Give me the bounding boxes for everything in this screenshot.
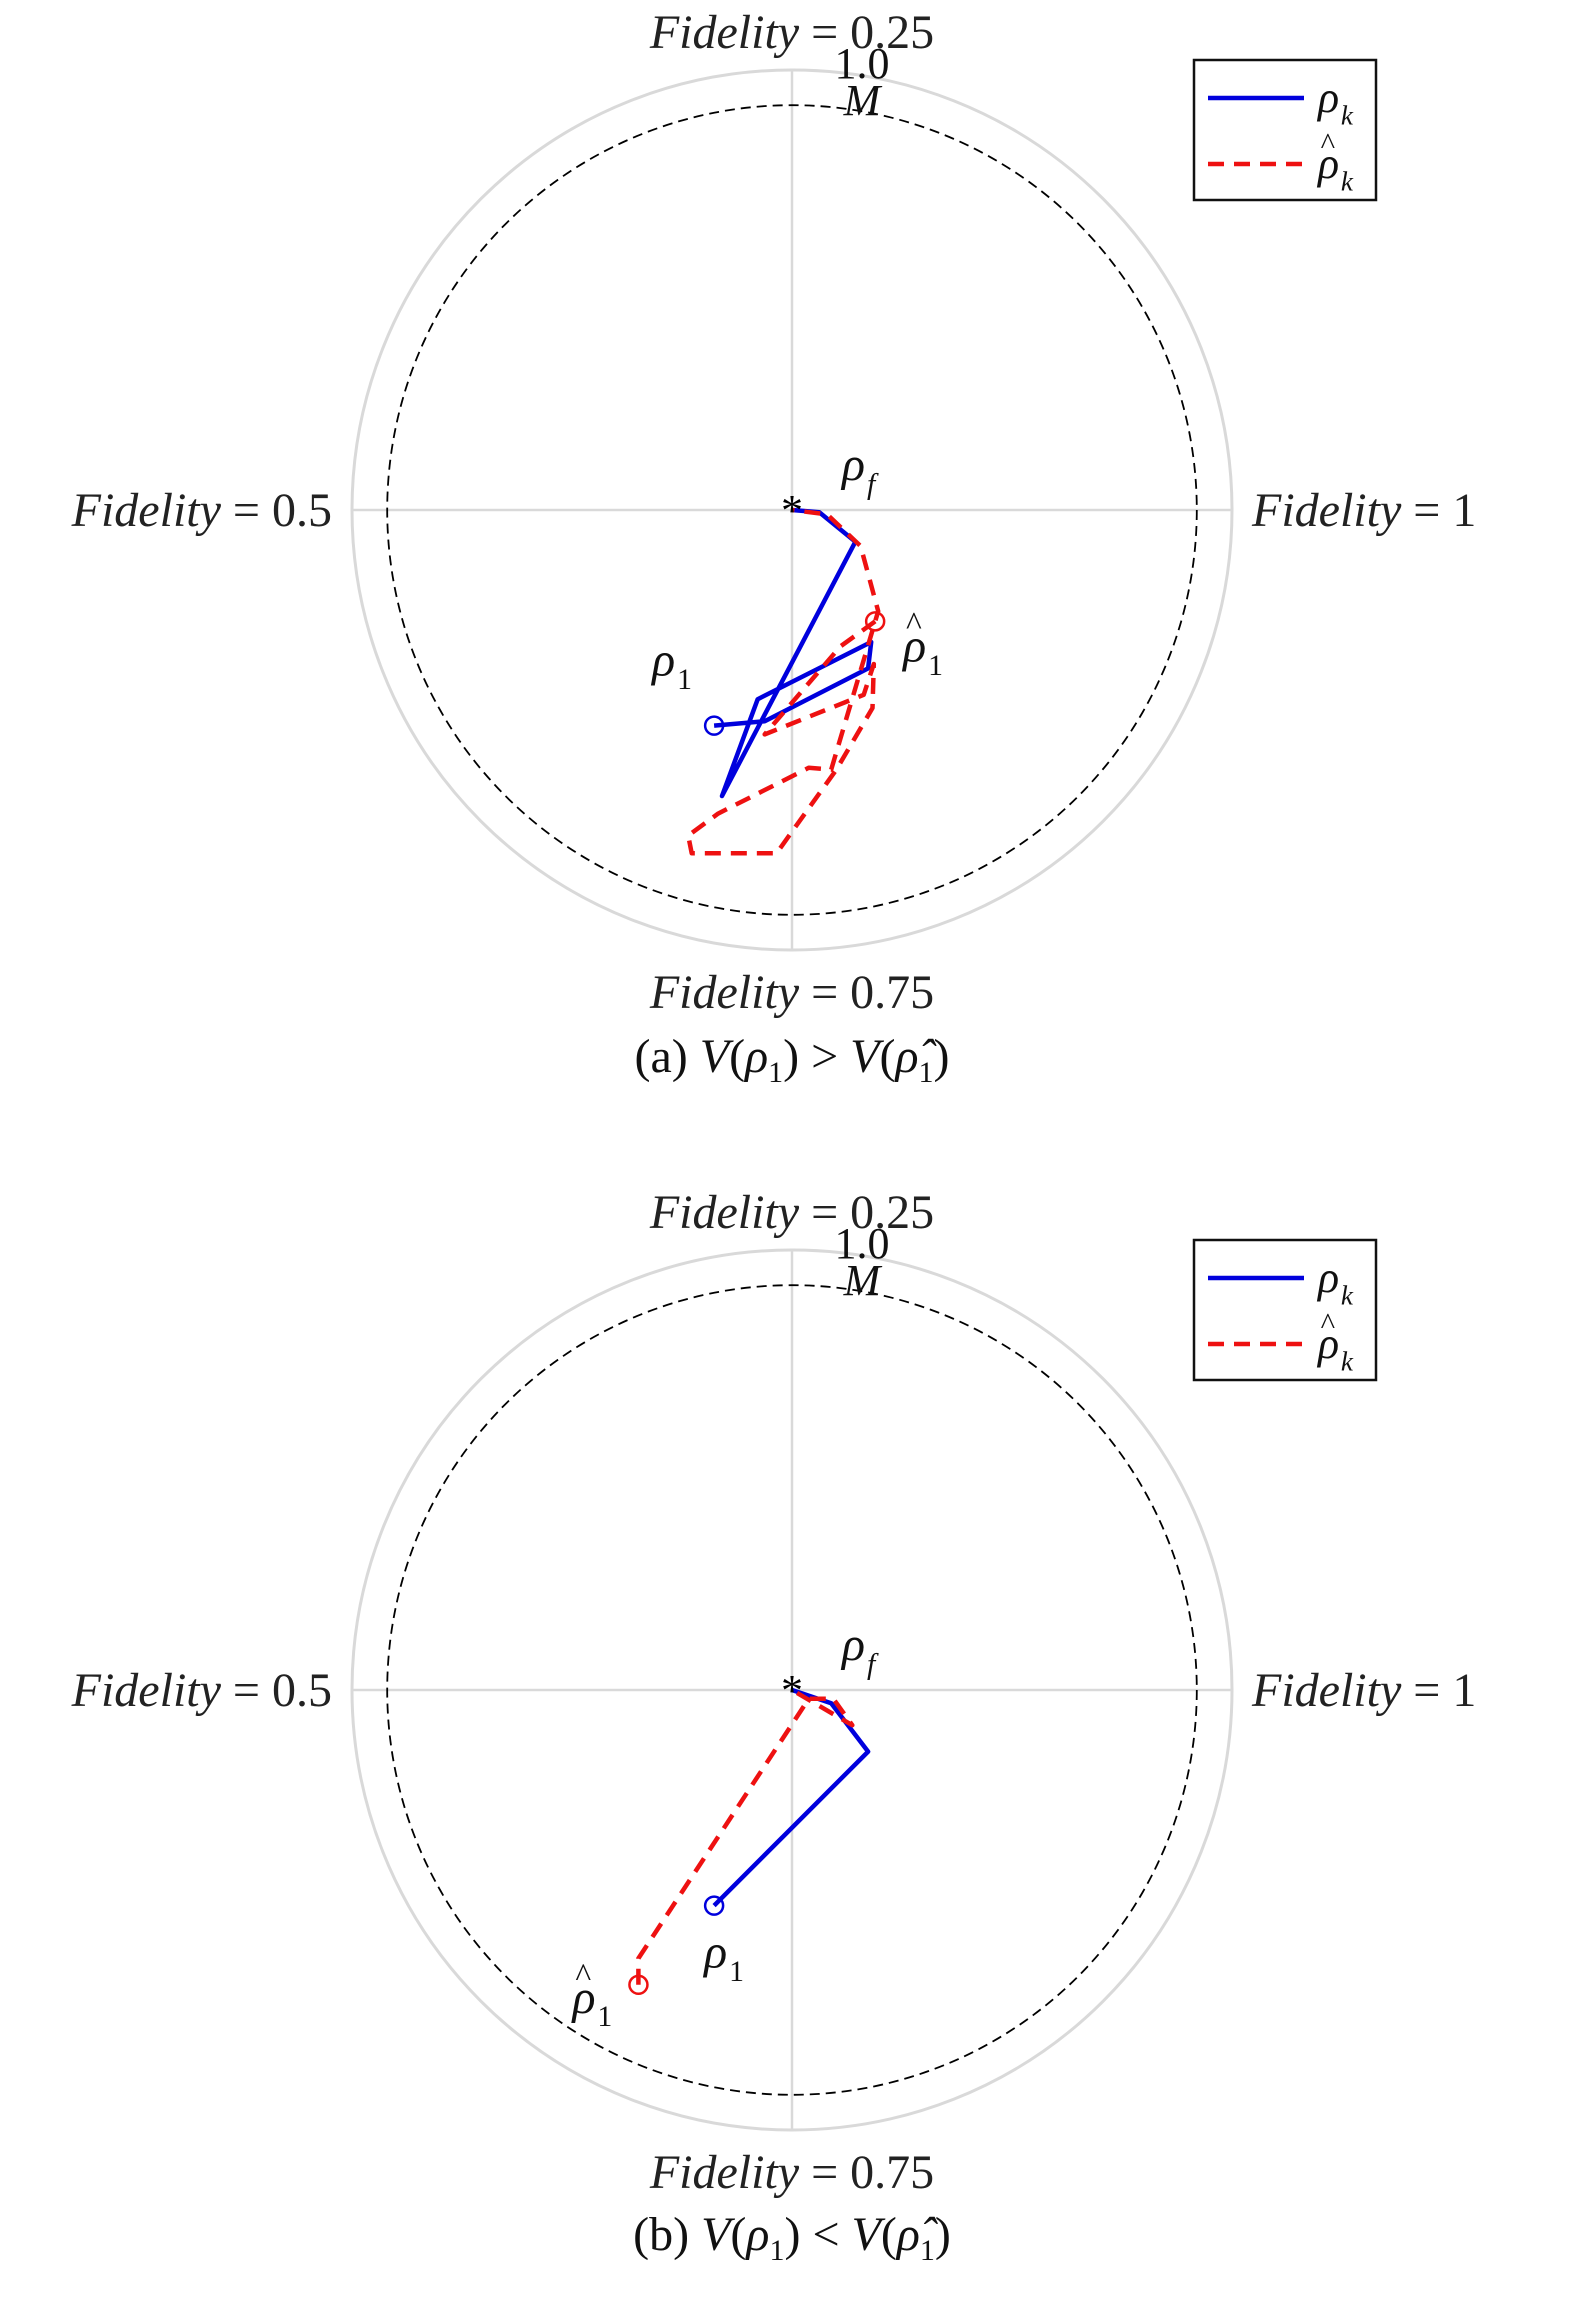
legend-box: [1192, 1238, 1378, 1382]
svg-text:^: ^: [1321, 127, 1336, 161]
legend: ρ kρ k^: [1192, 1238, 1378, 1382]
svg-text:k: k: [1341, 1280, 1354, 1310]
series-rho-hat-line: [636, 1688, 855, 1985]
radial-tick-label: 1.0: [835, 39, 890, 88]
caption: (b) V(ρ1) < V(ρ̂1): [633, 2208, 951, 2267]
series-rho-line: [713, 507, 874, 799]
angular-label-bottom: Fidelity = 0.75: [649, 2146, 934, 2199]
start-marker-rho-hat: [864, 611, 886, 632]
svg-text:k: k: [1341, 166, 1354, 196]
legend-box: [1192, 58, 1378, 202]
reference-circle-label: M: [843, 76, 883, 125]
angular-label-left: Fidelity = 0.5: [71, 484, 332, 537]
start-label-rho-hat: ρ 1^: [570, 1957, 612, 2033]
angular-label-bottom: Fidelity = 0.75: [649, 966, 934, 1019]
reference-circle-m: [386, 104, 1198, 916]
start-marker-rho: [703, 1895, 725, 1916]
target-marker: *: [781, 486, 803, 535]
legend-entry-rho-hat: ρ k^: [1316, 1307, 1354, 1377]
legend-entry-rho-hat: ρ k^: [1316, 127, 1354, 197]
svg-text:ρ: ρ: [840, 438, 865, 491]
svg-text:ρ: ρ: [702, 1926, 727, 1979]
series-rho-hat-line: [685, 507, 881, 856]
angular-label-right: Fidelity = 1: [1251, 1664, 1476, 1717]
target-marker: *: [781, 1666, 803, 1715]
svg-text:^: ^: [906, 606, 922, 643]
svg-text:1: 1: [729, 1955, 744, 1988]
svg-text:1: 1: [677, 663, 692, 696]
svg-text:^: ^: [575, 1957, 591, 1994]
start-marker-rho-hat: [628, 1974, 649, 1996]
svg-text:1: 1: [928, 649, 943, 682]
svg-text:f: f: [867, 467, 879, 500]
svg-text:ρ: ρ: [1316, 1253, 1339, 1302]
polar-panel-b: 1.0M Fidelity = 0.25 Fidelity = 0.75 Fideli…: [71, 1186, 1477, 2267]
angular-label-right: Fidelity = 1: [1251, 484, 1476, 537]
svg-text:^: ^: [1321, 1307, 1336, 1341]
angular-label-left: Fidelity = 0.5: [71, 1664, 332, 1717]
radial-tick-label: 1.0: [835, 1219, 890, 1268]
svg-text:ρ: ρ: [901, 619, 926, 672]
angular-label-top: Fidelity = 0.25: [649, 6, 934, 59]
reference-circle-m: [386, 1284, 1198, 2096]
caption: (a) V(ρ1) > V(ρ̂1): [634, 1030, 949, 1089]
svg-text:k: k: [1341, 100, 1354, 130]
svg-text:ρ: ρ: [840, 1618, 865, 1671]
start-label-rho-hat: ρ 1^: [901, 606, 943, 682]
svg-text:f: f: [867, 1647, 879, 1680]
svg-text:ρ: ρ: [1316, 139, 1339, 188]
svg-text:ρ: ρ: [650, 634, 675, 687]
svg-text:ρ: ρ: [1316, 73, 1339, 122]
svg-text:1: 1: [597, 2000, 612, 2033]
svg-text:ρ: ρ: [570, 1971, 595, 2024]
svg-text:k: k: [1341, 1346, 1354, 1376]
start-marker-rho: [703, 715, 725, 736]
angular-label-top: Fidelity = 0.25: [649, 1186, 934, 1239]
svg-text:ρ: ρ: [1316, 1319, 1339, 1368]
legend: ρ kρ k^: [1192, 58, 1378, 202]
reference-circle-label: M: [843, 1256, 883, 1305]
polar-panel-a: 1.0M Fidelity = 0.25 Fidelity = 0.75 Fideli…: [71, 6, 1477, 1089]
